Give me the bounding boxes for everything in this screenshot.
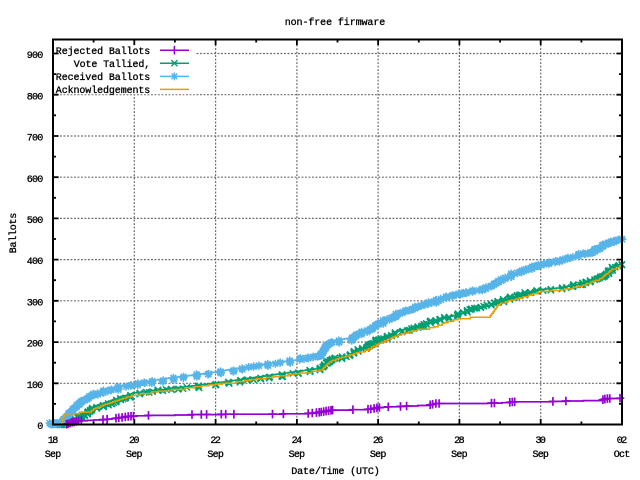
svg-text:0: 0 [37,422,43,433]
svg-text:22: 22 [210,436,221,447]
svg-text:Received Ballots: Received Ballots [56,72,151,84]
svg-text:26: 26 [373,436,384,447]
svg-text:non-free firmware: non-free firmware [285,17,386,29]
svg-text:02: 02 [617,436,628,447]
svg-text:Sep: Sep [126,450,143,461]
svg-text:Rejected Ballots: Rejected Ballots [56,46,151,58]
svg-text:Sep: Sep [451,450,468,461]
svg-text:Date/Time (UTC): Date/Time (UTC) [291,466,380,478]
svg-text:300: 300 [27,298,44,309]
svg-text:100: 100 [27,381,44,392]
svg-text:900: 900 [27,51,44,62]
svg-text:Sep: Sep [289,450,306,461]
svg-text:800: 800 [27,92,44,103]
svg-text:200: 200 [27,340,44,351]
svg-text:700: 700 [27,134,44,145]
svg-text:24: 24 [292,436,303,447]
svg-text:28: 28 [454,436,465,447]
svg-text:Vote Tallied,: Vote Tallied, [74,59,151,71]
svg-text:500: 500 [27,216,44,227]
svg-text:Sep: Sep [532,450,549,461]
svg-text:Ballots: Ballots [8,213,20,254]
svg-text:Acknowledgements: Acknowledgements [56,85,151,97]
svg-text:18: 18 [48,436,59,447]
svg-text:600: 600 [27,175,44,186]
svg-text:Oct: Oct [614,450,631,461]
svg-text:20: 20 [129,436,140,447]
svg-text:400: 400 [27,257,44,268]
svg-text:Sep: Sep [370,450,387,461]
svg-text:30: 30 [535,436,546,447]
svg-text:Sep: Sep [207,450,224,461]
svg-text:Sep: Sep [45,450,62,461]
